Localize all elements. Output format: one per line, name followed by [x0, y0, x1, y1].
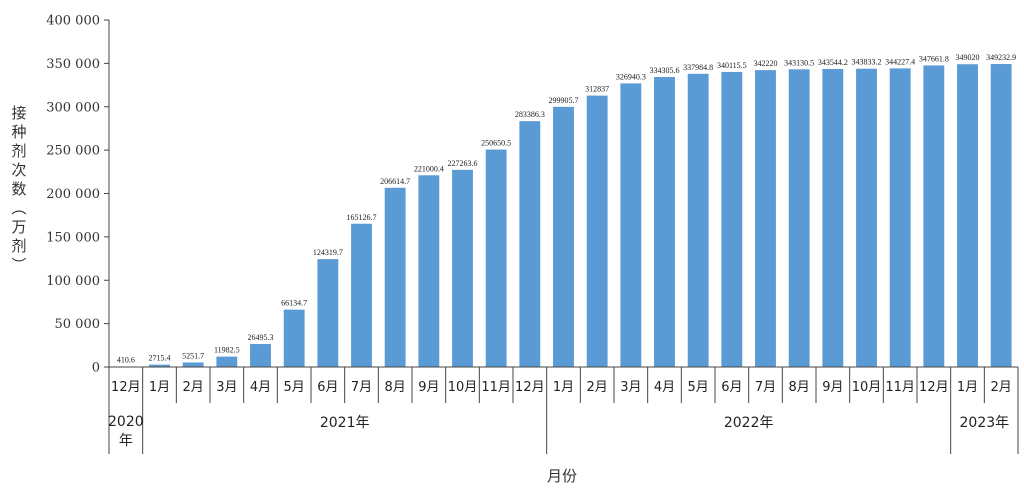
category-label: 5月	[284, 380, 305, 395]
bar	[687, 73, 709, 367]
bar	[788, 69, 810, 367]
category-label: 8月	[789, 380, 810, 395]
category-label: 11月	[481, 380, 511, 395]
category-label: 7月	[755, 380, 776, 395]
y-tick-label: 50 000	[55, 317, 101, 332]
bar	[418, 175, 440, 367]
y-tick-label: 300 000	[46, 100, 100, 115]
data-label: 206614.7	[380, 177, 410, 186]
category-label: 2月	[183, 380, 204, 395]
data-label: 124319.7	[313, 248, 343, 257]
bar	[620, 83, 642, 368]
bar	[485, 149, 507, 367]
year-label: 2021年	[320, 415, 370, 431]
data-label: 343130.5	[784, 58, 814, 67]
category-label: 12月	[111, 380, 141, 395]
bar	[283, 309, 305, 367]
x-axis-label: 月份	[547, 467, 577, 485]
category-label: 8月	[385, 380, 406, 395]
category-label: 2月	[991, 380, 1012, 395]
bar	[384, 187, 406, 367]
category-label: 12月	[515, 380, 545, 395]
data-label: 347661.8	[919, 54, 949, 63]
category-label: 1月	[149, 380, 170, 395]
category-label: 3月	[216, 380, 237, 395]
data-label: 221000.4	[414, 164, 444, 173]
data-label: 283386.3	[515, 110, 545, 119]
year-label: 2023年	[960, 415, 1010, 431]
data-label: 250650.5	[481, 139, 511, 148]
bar	[856, 68, 877, 367]
data-label: 227263.6	[448, 159, 478, 168]
data-label: 342220	[754, 59, 778, 68]
y-tick-label: 0	[92, 361, 100, 376]
category-label: 1月	[957, 380, 978, 395]
bar	[182, 362, 204, 367]
data-label: 5251.7	[182, 351, 204, 360]
category-label: 3月	[620, 380, 641, 395]
bar	[149, 364, 170, 367]
data-label: 326940.3	[616, 72, 646, 81]
category-label: 10月	[852, 380, 882, 395]
category-label: 10月	[448, 380, 478, 395]
category-label: 2月	[587, 380, 608, 395]
year-label: 2020	[108, 414, 144, 430]
bar	[317, 259, 339, 367]
y-tick-label: 250 000	[46, 144, 100, 159]
data-label: 337984.8	[683, 63, 713, 72]
category-label: 6月	[317, 380, 338, 395]
bar	[755, 70, 776, 368]
y-tick-label: 400 000	[46, 14, 100, 29]
category-label: 4月	[654, 380, 675, 395]
bar	[990, 64, 1012, 367]
bar	[351, 223, 372, 367]
data-label: 410.6	[117, 356, 135, 365]
bar	[250, 344, 271, 367]
bar	[721, 71, 743, 368]
data-label: 334305.6	[650, 66, 680, 75]
bar	[923, 65, 945, 368]
y-axis-label: 接种剂次数︵万剂︶	[11, 104, 26, 274]
y-tick-label: 200 000	[46, 187, 100, 202]
y-tick-label: 100 000	[46, 274, 100, 289]
data-label: 340115.5	[717, 61, 747, 70]
data-label: 26495.3	[248, 333, 274, 342]
category-label: 7月	[351, 380, 372, 395]
bar	[553, 106, 574, 368]
bar	[654, 76, 675, 367]
year-label-suffix: 年	[119, 433, 133, 449]
bar	[889, 68, 911, 368]
category-label: 4月	[250, 380, 271, 395]
data-label: 11982.5	[214, 346, 240, 355]
data-label: 299905.7	[549, 96, 579, 105]
bar	[519, 121, 541, 367]
y-tick-label: 150 000	[46, 230, 100, 245]
data-label: 344227.4	[885, 57, 915, 66]
category-label: 1月	[553, 380, 574, 395]
category-label: 6月	[721, 380, 742, 395]
y-tick-label: 350 000	[46, 57, 100, 72]
year-label: 2022年	[724, 415, 774, 431]
data-label: 312837	[585, 85, 609, 94]
bar	[957, 64, 978, 367]
bar	[452, 169, 473, 367]
data-label: 349232.9	[986, 53, 1016, 62]
data-label: 343833.2	[852, 58, 882, 67]
category-label: 12月	[919, 380, 949, 395]
category-label: 5月	[688, 380, 709, 395]
category-label: 11月	[885, 380, 915, 395]
data-label: 2715.4	[149, 354, 171, 363]
data-label: 349020	[956, 53, 980, 62]
category-label: 9月	[418, 380, 439, 395]
data-label: 165126.7	[347, 213, 377, 222]
bar	[586, 95, 608, 368]
data-label: 343544.2	[818, 58, 848, 67]
data-label: 66134.7	[281, 299, 307, 308]
category-label: 9月	[822, 380, 843, 395]
bar	[216, 356, 238, 367]
bar	[822, 68, 844, 367]
